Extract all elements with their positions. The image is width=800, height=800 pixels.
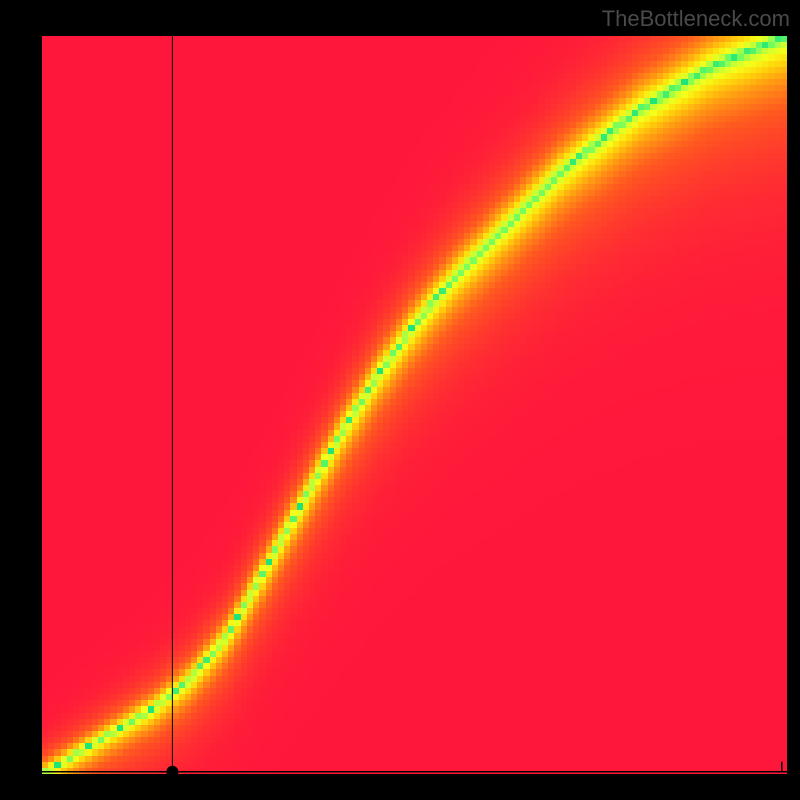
chart-container: TheBottleneck.com	[0, 0, 800, 800]
attribution-text: TheBottleneck.com	[602, 6, 790, 32]
plot-area	[42, 36, 787, 774]
heatmap-canvas	[42, 36, 787, 774]
